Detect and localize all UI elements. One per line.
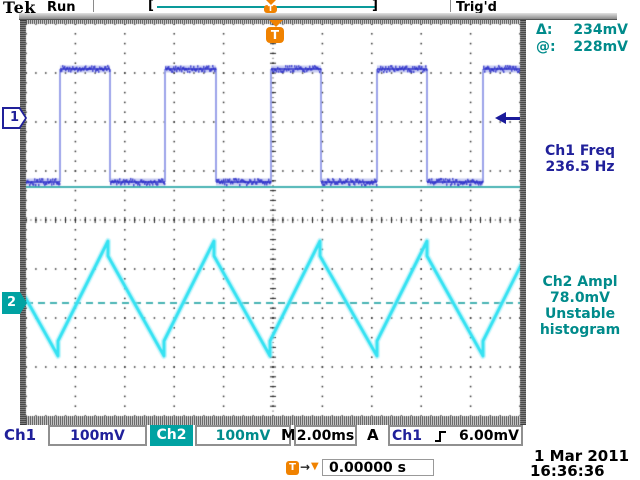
trigger-position-flag: T bbox=[266, 20, 286, 43]
record-view-bracket-left: [ bbox=[148, 0, 154, 13]
arrow-left-icon bbox=[495, 112, 506, 124]
tek-logo: Tek bbox=[3, 0, 36, 17]
ch1-label: Ch1 bbox=[4, 426, 37, 444]
cursor-at-row: @: 228mV bbox=[536, 39, 628, 56]
record-view-bracket-right: ] bbox=[372, 0, 378, 13]
ch2-label-badge: Ch2 bbox=[150, 425, 193, 446]
ch2-scale-value: 100mV bbox=[215, 427, 271, 444]
trigger-source: Ch1 bbox=[392, 427, 422, 444]
trigger-level-value: 6.00mV bbox=[459, 427, 519, 444]
trigger-flag-icon: T bbox=[266, 27, 284, 43]
date-display: 1 Mar 2011 bbox=[534, 447, 630, 465]
triangle-down-icon bbox=[266, 0, 276, 5]
trigger-mode-label: A bbox=[367, 426, 379, 444]
trigger-status: Trig'd bbox=[456, 0, 497, 15]
ch1-measurement-value: 236.5 Hz bbox=[545, 159, 615, 175]
ch2-measurement-value: 78.0mV bbox=[550, 290, 610, 306]
ch1-measurement-name: Ch1 Freq bbox=[545, 143, 615, 159]
acquisition-status: Run bbox=[47, 0, 76, 15]
trigger-delay-icon: T bbox=[286, 461, 299, 475]
triangle-down-icon bbox=[269, 20, 283, 27]
cursor-readout: Δ: 234mV @: 228mV bbox=[536, 22, 628, 56]
delay-value-box: 0.00000 s bbox=[322, 459, 434, 476]
ch2-marker-number: 2 bbox=[6, 295, 17, 310]
trigger-level-arrow bbox=[495, 112, 520, 125]
topbar-divider-1 bbox=[93, 0, 94, 12]
cursor-delta-row: Δ: 234mV bbox=[536, 22, 628, 39]
timebase-value: 2.00ms bbox=[296, 427, 355, 444]
waveform-display bbox=[20, 20, 526, 425]
rising-edge-icon bbox=[435, 430, 446, 442]
time-display: 16:36:36 bbox=[530, 462, 605, 480]
ch2-measurement-warning-1: Unstable bbox=[544, 306, 616, 322]
ch1-scale-readout: 100mV bbox=[48, 425, 147, 446]
ch2-ground-marker: 2 bbox=[2, 292, 27, 314]
timebase-readout: 2.00ms bbox=[294, 425, 357, 446]
ch1-measurement: Ch1 Freq 236.5 Hz bbox=[524, 143, 636, 175]
ch1-marker-number: 1 bbox=[4, 109, 25, 127]
timebase-label: M bbox=[281, 426, 296, 444]
ch1-ground-marker: 1 bbox=[2, 107, 27, 129]
arrow-right-icon: → bbox=[300, 460, 311, 474]
trigger-readout: Ch1 6.00mV bbox=[388, 425, 523, 446]
cursor-at-value: 228mV bbox=[573, 39, 628, 55]
trigger-flag-icon: T bbox=[264, 5, 277, 13]
ch1-scale-value: 100mV bbox=[70, 427, 125, 444]
arrow-tail bbox=[506, 117, 520, 120]
ch2-measurement: Ch2 Ampl 78.0mV Unstable histogram bbox=[524, 274, 636, 338]
topbar-divider-2 bbox=[450, 0, 451, 12]
trigger-position-marker-top: T bbox=[264, 0, 278, 13]
ch2-measurement-warning-2: histogram bbox=[539, 322, 621, 338]
ch2-measurement-name: Ch2 Ampl bbox=[542, 274, 618, 290]
cursor-delta-label: Δ: bbox=[536, 22, 553, 38]
cursor-at-label: @: bbox=[536, 39, 556, 55]
delay-value: 0.00000 s bbox=[329, 459, 406, 476]
triangle-down-icon: ▼ bbox=[311, 461, 319, 472]
ch2-scale-readout: 100mV bbox=[195, 425, 291, 446]
separator-ridge bbox=[19, 13, 617, 20]
cursor-delta-value: 234mV bbox=[573, 22, 628, 38]
